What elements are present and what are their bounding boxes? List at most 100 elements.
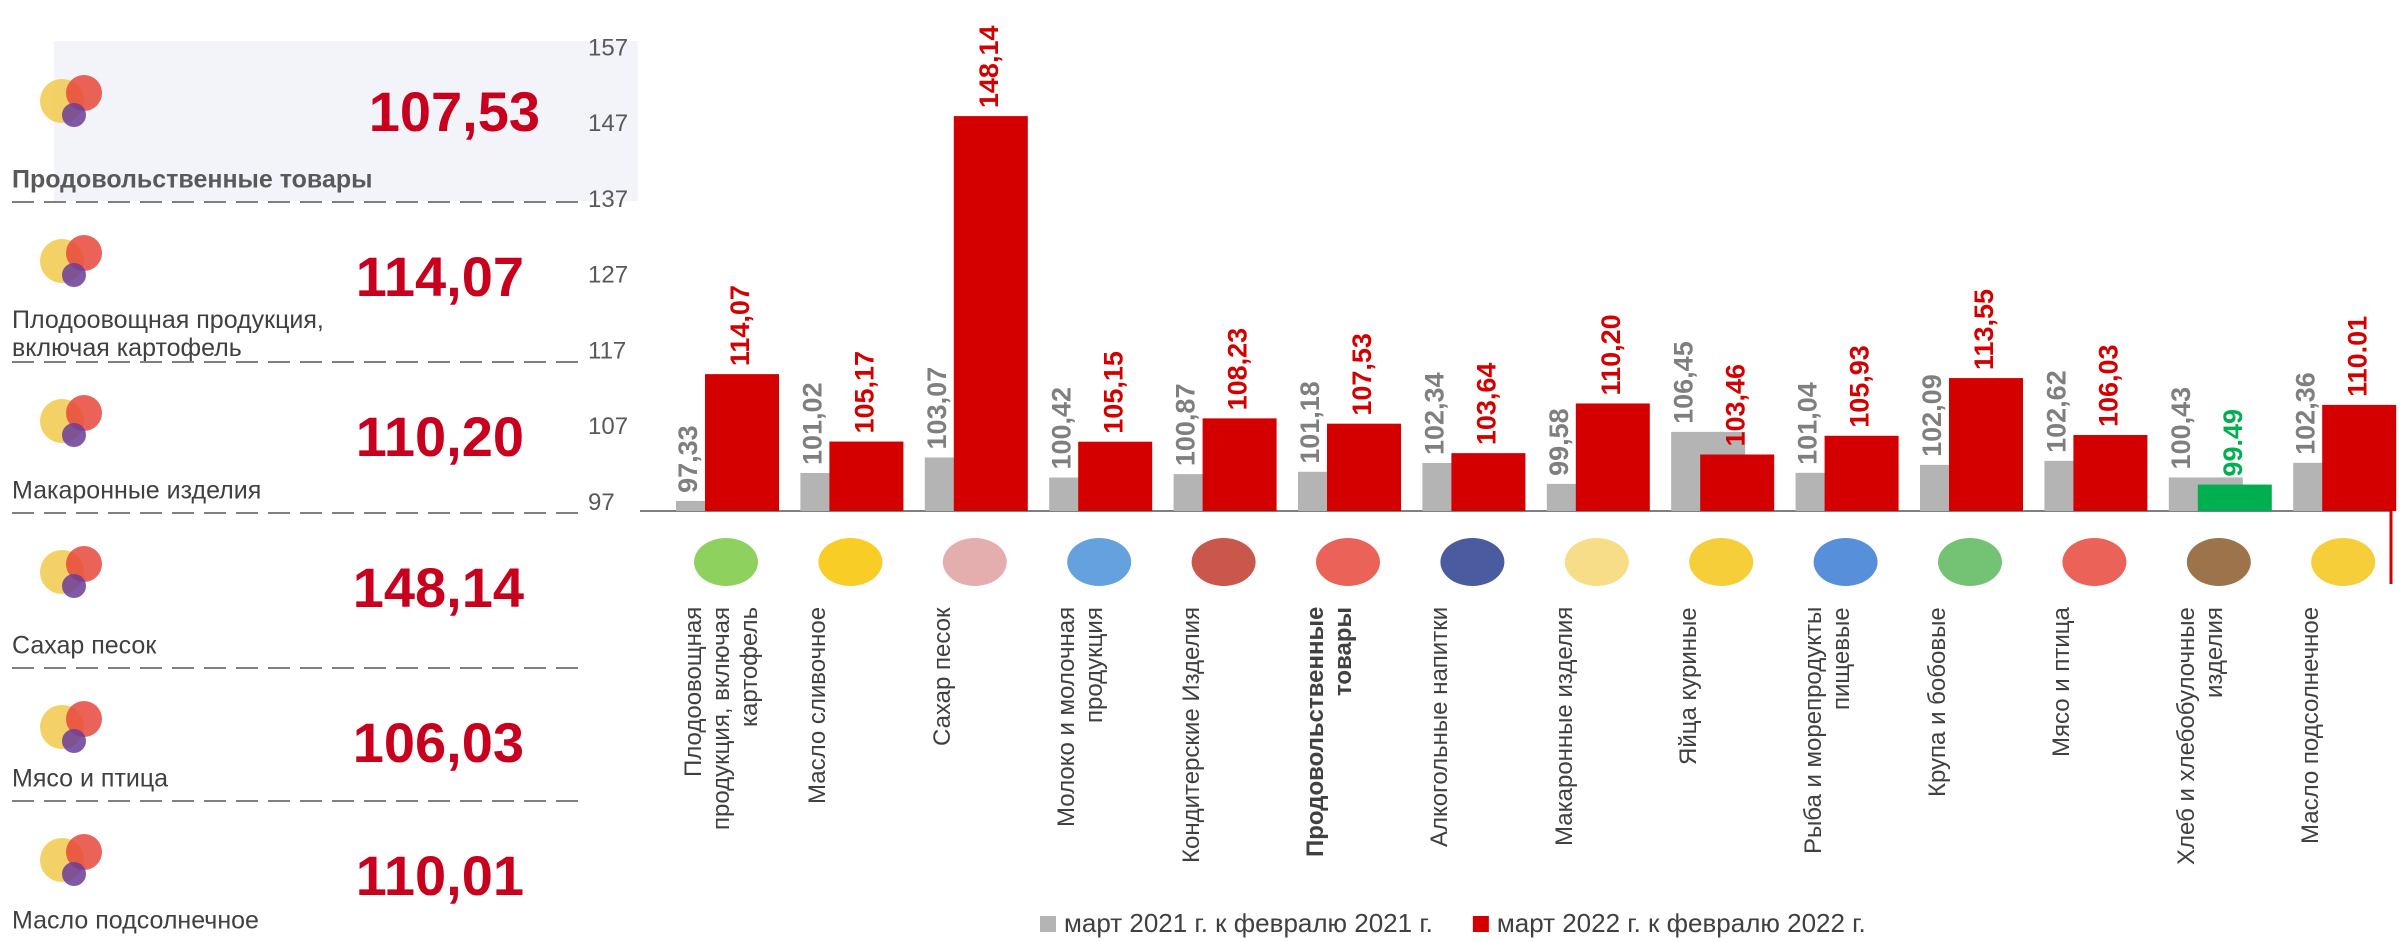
value-label: 103,07 — [922, 367, 952, 450]
category-icon — [1813, 538, 1878, 586]
category-icon — [1440, 538, 1505, 586]
y-tick-label: 117 — [588, 337, 626, 364]
bar — [953, 116, 1028, 511]
x-tick-label: Алкогольные напитки — [1426, 607, 1454, 848]
value-label: 110.01 — [2342, 316, 2372, 397]
icon-shape — [66, 395, 102, 431]
bar — [1949, 378, 2023, 511]
category-icon — [1938, 538, 2002, 586]
legend-swatch — [1040, 916, 1056, 932]
icon-shape — [62, 862, 86, 886]
value-label: 102,62 — [2042, 370, 2072, 453]
highlight-panel — [54, 41, 638, 201]
x-tick-label: Хлеб и хлебобулочные изделия — [2172, 607, 2228, 865]
value-label: 105,17 — [850, 351, 880, 434]
value-label: 101,18 — [1295, 381, 1325, 464]
x-tick-label: Рыба и морепродукты пищевые — [1799, 607, 1855, 855]
category-icon — [1191, 538, 1256, 586]
value-label: 102,09 — [1917, 374, 1947, 457]
value-label: 105,15 — [1098, 351, 1128, 434]
value-label: 100,42 — [1046, 387, 1076, 470]
icon-shape — [66, 701, 102, 737]
value-label: 106,03 — [2094, 344, 2124, 427]
summary-label: Продовольственные товары — [12, 166, 373, 194]
bar — [1078, 441, 1153, 511]
x-tick-label: Продовольственные товары — [1302, 607, 1357, 858]
value-label: 114,07 — [725, 285, 755, 366]
x-tick-label: Масло подсолнечное — [2297, 607, 2325, 845]
summary-label: Масло подсолнечное — [12, 907, 259, 935]
bar — [829, 441, 904, 511]
summary-value: 110,01 — [356, 844, 524, 907]
bar — [705, 374, 779, 511]
icon-shape — [62, 103, 86, 127]
legend-label: март 2022 г. к февралю 2022 г. — [1497, 908, 1866, 938]
icon-shape — [62, 423, 86, 447]
x-tick-label: Молоко и молочная продукция — [1053, 607, 1109, 828]
y-tick-label: 147 — [588, 110, 628, 137]
summary-label: Макаронные изделия — [12, 477, 261, 505]
category-icon — [694, 538, 758, 586]
x-tick-label: Макаронные изделия — [1550, 607, 1578, 847]
category-icon — [942, 538, 1007, 586]
summary-value: 106,03 — [353, 711, 524, 774]
legend-swatch — [1472, 916, 1489, 932]
category-icon — [2186, 538, 2251, 586]
category-icon — [1689, 538, 1754, 586]
category-icon — [2311, 538, 2376, 586]
value-label: 103,64 — [1472, 363, 1502, 446]
bar — [2073, 435, 2148, 511]
summary-value: 114,07 — [356, 245, 524, 308]
value-label: 102,34 — [1420, 372, 1450, 455]
x-tick-label: Масло сливочное — [804, 607, 832, 805]
category-icon — [2062, 538, 2127, 586]
value-label: 97,33 — [673, 425, 703, 493]
value-label: 107,53 — [1347, 333, 1377, 416]
summary-label: Сахар песок — [12, 632, 157, 660]
legend-label: март 2021 г. к февралю 2021 г. — [1064, 908, 1433, 938]
summary-value: 110,20 — [356, 405, 524, 468]
bar — [1575, 403, 1650, 511]
summary-value: 107,53 — [369, 80, 540, 143]
summary-label-line: Плодоовощная продукция, — [12, 306, 324, 334]
value-label: 148,14 — [974, 26, 1004, 109]
x-tick-label: Мясо и птица — [2048, 607, 2076, 757]
x-tick-label: Яйца куриные — [1675, 607, 1703, 765]
icon-shape — [66, 834, 102, 870]
icon-shape — [66, 546, 102, 582]
summary-value: 148,14 — [353, 556, 524, 619]
x-tick-label: Плодоовощная продукция, включая картофел… — [680, 607, 763, 830]
summary-label: Плодоовощная продукция, включая картофель — [12, 306, 324, 362]
summary-label: Мясо и птица — [12, 765, 168, 793]
y-tick-label: 127 — [588, 262, 628, 289]
y-tick-label: 137 — [588, 186, 628, 213]
x-tick-label: Кондитерские Изделия — [1177, 607, 1205, 864]
bar — [1824, 435, 1899, 511]
y-tick-label: 97 — [588, 489, 615, 516]
x-tick-label: Крупа и бобовые — [1924, 607, 1951, 797]
value-label: 102,36 — [2290, 372, 2320, 455]
value-label: 100,43 — [2166, 387, 2196, 470]
icon-shape — [62, 263, 86, 287]
icon-shape — [66, 75, 102, 111]
icon-shape — [66, 235, 102, 271]
category-icon — [818, 538, 883, 586]
icon-shape — [62, 729, 86, 753]
value-label: 105,93 — [1845, 345, 1875, 428]
value-label: 99,58 — [1544, 408, 1574, 476]
icon-shape — [62, 574, 86, 598]
bar — [1451, 453, 1526, 511]
category-icon — [1067, 538, 1132, 586]
x-tick-label: Сахар песок — [928, 607, 956, 746]
value-label: 99.49 — [2218, 409, 2248, 477]
bar — [1202, 418, 1277, 511]
bar — [2322, 404, 2397, 511]
bar — [2197, 484, 2272, 511]
category-icon — [1316, 538, 1380, 586]
value-label: 110,20 — [1596, 314, 1626, 395]
value-label: 101,02 — [798, 382, 828, 465]
summary-label-line: включая картофель — [12, 334, 242, 362]
value-label: 106,45 — [1668, 341, 1698, 424]
